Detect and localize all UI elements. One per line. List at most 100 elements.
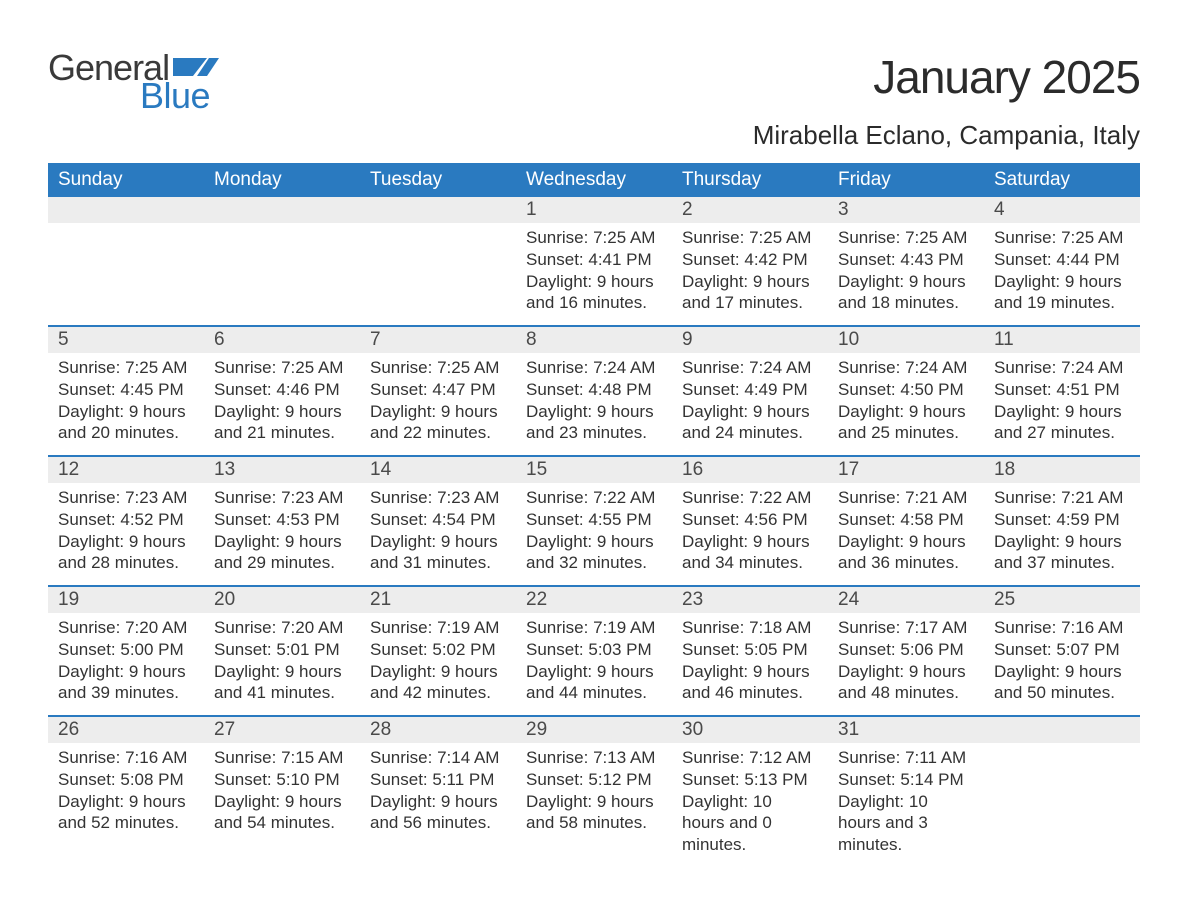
sunset-line: Sunset: 5:05 PM — [682, 639, 818, 661]
title-block: January 2025 Mirabella Eclano, Campania,… — [753, 50, 1140, 151]
day-number: 27 — [204, 717, 360, 743]
daylight-line: Daylight: 10 hours and 0 minutes. — [682, 791, 818, 856]
day-details: Sunrise: 7:22 AMSunset: 4:55 PMDaylight:… — [516, 483, 672, 574]
day-details: Sunrise: 7:24 AMSunset: 4:48 PMDaylight:… — [516, 353, 672, 444]
day-details: Sunrise: 7:22 AMSunset: 4:56 PMDaylight:… — [672, 483, 828, 574]
day-details: Sunrise: 7:25 AMSunset: 4:46 PMDaylight:… — [204, 353, 360, 444]
day-details: Sunrise: 7:11 AMSunset: 5:14 PMDaylight:… — [828, 743, 984, 856]
day-number: 16 — [672, 457, 828, 483]
sunrise-line: Sunrise: 7:22 AM — [526, 487, 662, 509]
day-cell: 2Sunrise: 7:25 AMSunset: 4:42 PMDaylight… — [672, 197, 828, 325]
daylight-line: Daylight: 9 hours and 32 minutes. — [526, 531, 662, 575]
sunset-line: Sunset: 5:01 PM — [214, 639, 350, 661]
day-details: Sunrise: 7:25 AMSunset: 4:41 PMDaylight:… — [516, 223, 672, 314]
week-row: 19Sunrise: 7:20 AMSunset: 5:00 PMDayligh… — [48, 585, 1140, 715]
daylight-line: Daylight: 9 hours and 44 minutes. — [526, 661, 662, 705]
sunset-line: Sunset: 5:07 PM — [994, 639, 1130, 661]
sunset-line: Sunset: 4:53 PM — [214, 509, 350, 531]
weekday-header: Monday — [204, 163, 360, 197]
week-row: 12Sunrise: 7:23 AMSunset: 4:52 PMDayligh… — [48, 455, 1140, 585]
calendar-page: General Blue January 2025 Mirabella Ecla… — [0, 0, 1188, 904]
sunrise-line: Sunrise: 7:22 AM — [682, 487, 818, 509]
day-number: 19 — [48, 587, 204, 613]
daylight-line: Daylight: 9 hours and 36 minutes. — [838, 531, 974, 575]
sunset-line: Sunset: 5:10 PM — [214, 769, 350, 791]
day-number: 3 — [828, 197, 984, 223]
weekday-header: Tuesday — [360, 163, 516, 197]
sunrise-line: Sunrise: 7:24 AM — [526, 357, 662, 379]
day-number: 8 — [516, 327, 672, 353]
sunrise-line: Sunrise: 7:23 AM — [370, 487, 506, 509]
weeks-container: 1Sunrise: 7:25 AMSunset: 4:41 PMDaylight… — [48, 197, 1140, 864]
week-row: 5Sunrise: 7:25 AMSunset: 4:45 PMDaylight… — [48, 325, 1140, 455]
sunrise-line: Sunrise: 7:25 AM — [214, 357, 350, 379]
daylight-line: Daylight: 9 hours and 50 minutes. — [994, 661, 1130, 705]
day-cell: 25Sunrise: 7:16 AMSunset: 5:07 PMDayligh… — [984, 587, 1140, 715]
day-details: Sunrise: 7:19 AMSunset: 5:02 PMDaylight:… — [360, 613, 516, 704]
sunset-line: Sunset: 5:06 PM — [838, 639, 974, 661]
daylight-line: Daylight: 9 hours and 28 minutes. — [58, 531, 194, 575]
sunrise-line: Sunrise: 7:20 AM — [58, 617, 194, 639]
sunrise-line: Sunrise: 7:25 AM — [370, 357, 506, 379]
week-row: 1Sunrise: 7:25 AMSunset: 4:41 PMDaylight… — [48, 197, 1140, 325]
day-number: 15 — [516, 457, 672, 483]
day-details: Sunrise: 7:21 AMSunset: 4:59 PMDaylight:… — [984, 483, 1140, 574]
day-details: Sunrise: 7:25 AMSunset: 4:42 PMDaylight:… — [672, 223, 828, 314]
day-details: Sunrise: 7:19 AMSunset: 5:03 PMDaylight:… — [516, 613, 672, 704]
day-cell: 20Sunrise: 7:20 AMSunset: 5:01 PMDayligh… — [204, 587, 360, 715]
sunset-line: Sunset: 5:02 PM — [370, 639, 506, 661]
weekday-header: Thursday — [672, 163, 828, 197]
day-cell — [360, 197, 516, 325]
day-cell: 11Sunrise: 7:24 AMSunset: 4:51 PMDayligh… — [984, 327, 1140, 455]
month-title: January 2025 — [753, 50, 1140, 104]
sunset-line: Sunset: 4:43 PM — [838, 249, 974, 271]
day-number: 4 — [984, 197, 1140, 223]
day-cell: 16Sunrise: 7:22 AMSunset: 4:56 PMDayligh… — [672, 457, 828, 585]
daylight-line: Daylight: 9 hours and 42 minutes. — [370, 661, 506, 705]
day-details: Sunrise: 7:15 AMSunset: 5:10 PMDaylight:… — [204, 743, 360, 834]
sunrise-line: Sunrise: 7:16 AM — [994, 617, 1130, 639]
day-number: 30 — [672, 717, 828, 743]
daylight-line: Daylight: 9 hours and 20 minutes. — [58, 401, 194, 445]
sunset-line: Sunset: 5:12 PM — [526, 769, 662, 791]
day-cell: 1Sunrise: 7:25 AMSunset: 4:41 PMDaylight… — [516, 197, 672, 325]
daylight-line: Daylight: 9 hours and 46 minutes. — [682, 661, 818, 705]
day-number: 23 — [672, 587, 828, 613]
sunrise-line: Sunrise: 7:21 AM — [838, 487, 974, 509]
sunset-line: Sunset: 5:03 PM — [526, 639, 662, 661]
day-number — [984, 717, 1140, 743]
daylight-line: Daylight: 9 hours and 29 minutes. — [214, 531, 350, 575]
day-number — [360, 197, 516, 223]
day-details: Sunrise: 7:16 AMSunset: 5:07 PMDaylight:… — [984, 613, 1140, 704]
day-details: Sunrise: 7:25 AMSunset: 4:44 PMDaylight:… — [984, 223, 1140, 314]
sunrise-line: Sunrise: 7:25 AM — [838, 227, 974, 249]
daylight-line: Daylight: 9 hours and 48 minutes. — [838, 661, 974, 705]
day-cell: 28Sunrise: 7:14 AMSunset: 5:11 PMDayligh… — [360, 717, 516, 864]
brand-logo: General Blue — [48, 50, 219, 114]
day-number: 13 — [204, 457, 360, 483]
daylight-line: Daylight: 9 hours and 23 minutes. — [526, 401, 662, 445]
sunrise-line: Sunrise: 7:19 AM — [526, 617, 662, 639]
day-number: 25 — [984, 587, 1140, 613]
day-cell: 9Sunrise: 7:24 AMSunset: 4:49 PMDaylight… — [672, 327, 828, 455]
sunset-line: Sunset: 4:59 PM — [994, 509, 1130, 531]
day-details: Sunrise: 7:12 AMSunset: 5:13 PMDaylight:… — [672, 743, 828, 856]
day-details: Sunrise: 7:13 AMSunset: 5:12 PMDaylight:… — [516, 743, 672, 834]
daylight-line: Daylight: 9 hours and 24 minutes. — [682, 401, 818, 445]
day-details: Sunrise: 7:23 AMSunset: 4:52 PMDaylight:… — [48, 483, 204, 574]
location: Mirabella Eclano, Campania, Italy — [753, 120, 1140, 151]
daylight-line: Daylight: 9 hours and 37 minutes. — [994, 531, 1130, 575]
day-cell: 23Sunrise: 7:18 AMSunset: 5:05 PMDayligh… — [672, 587, 828, 715]
day-details: Sunrise: 7:24 AMSunset: 4:51 PMDaylight:… — [984, 353, 1140, 444]
day-number: 26 — [48, 717, 204, 743]
sunrise-line: Sunrise: 7:24 AM — [838, 357, 974, 379]
sunrise-line: Sunrise: 7:11 AM — [838, 747, 974, 769]
sunrise-line: Sunrise: 7:20 AM — [214, 617, 350, 639]
day-number: 24 — [828, 587, 984, 613]
sunset-line: Sunset: 4:54 PM — [370, 509, 506, 531]
day-number: 29 — [516, 717, 672, 743]
sunrise-line: Sunrise: 7:17 AM — [838, 617, 974, 639]
sunset-line: Sunset: 4:49 PM — [682, 379, 818, 401]
day-cell: 27Sunrise: 7:15 AMSunset: 5:10 PMDayligh… — [204, 717, 360, 864]
day-number: 20 — [204, 587, 360, 613]
